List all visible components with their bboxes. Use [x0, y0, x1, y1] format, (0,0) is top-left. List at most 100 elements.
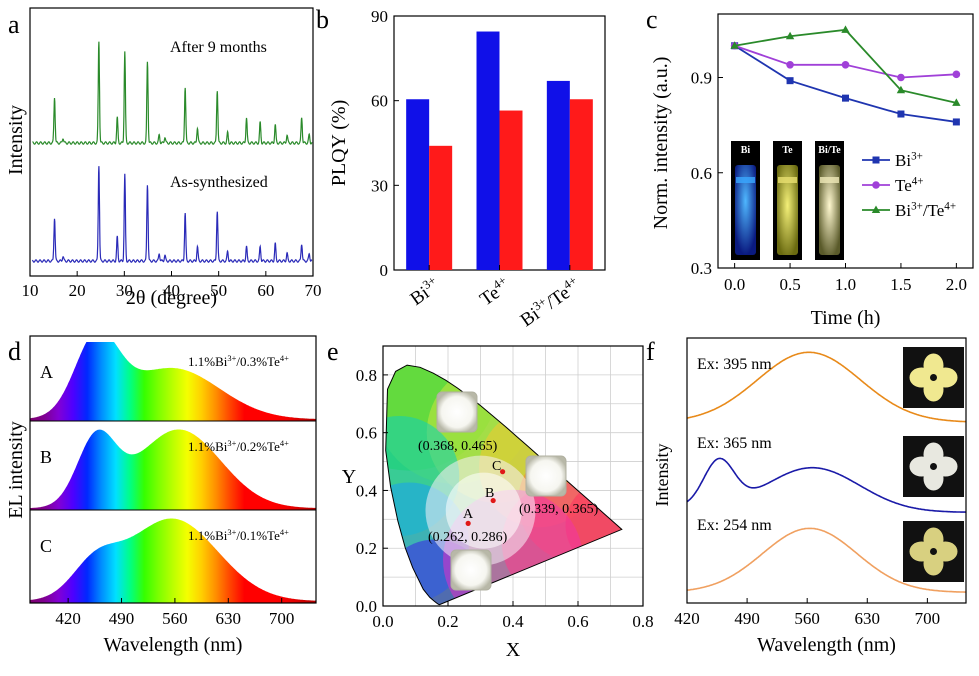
panel-e-ytick-label: 0.6: [356, 424, 377, 443]
panel-a-series-label: As-synthesized: [170, 174, 268, 191]
panel-d-xtick-label: 700: [269, 609, 295, 628]
panel-e-led-photo: [436, 391, 478, 433]
panel-c-xtick-label: 0.0: [724, 275, 745, 294]
panel-d-composition-label-part: /0.2%Te: [236, 439, 280, 454]
panel-c-vial-label: Te: [782, 145, 793, 156]
panel-e-xtick-label: 0.2: [437, 612, 458, 631]
panel-e-led-photo: [525, 455, 567, 497]
panel-a-xlabel: 2θ (degree): [126, 287, 217, 309]
panel-c-xtick-label: 0.5: [779, 275, 800, 294]
panel-a-series-0: [32, 41, 313, 145]
panel-d-series-label: A: [40, 362, 53, 382]
panel-d-series-label: C: [40, 536, 52, 556]
panel-c-marker: [841, 25, 850, 33]
panel-f-inset-lobe: [909, 541, 934, 562]
panel-e-xlabel: X: [506, 639, 521, 661]
panel-f-series-label: Ex: 254 nm: [697, 517, 772, 534]
panel-d-composition-label-part: /0.3%Te: [236, 354, 280, 369]
panel-letter-a: a: [8, 10, 20, 39]
panel-d-spectrum-A: [30, 342, 316, 421]
panel-letter-d: d: [8, 337, 21, 366]
panel-f-xlabel: Wavelength (nm): [757, 634, 896, 656]
panel-d-spectrum-C: [30, 518, 316, 603]
panel-d-xtick-label: 420: [55, 609, 81, 628]
panel-f-inset-lobe: [909, 456, 934, 477]
panel-c-xlabel: Time (h): [811, 307, 881, 329]
panel-c-legend-label-sup: 4+: [944, 201, 956, 213]
panel-c-vial-glow: [735, 165, 756, 255]
panel-c-legend-label-part: Te: [895, 176, 912, 195]
panel-e-locus-outline: [385, 364, 623, 606]
panel-b-category-label: Bi3+: [405, 273, 444, 310]
panel-f-inset-center: [930, 374, 937, 381]
panel-c-marker: [786, 77, 794, 85]
panel-e-ytick-label: 0.8: [356, 366, 377, 385]
panel-d-composition-label-sup: 4+: [280, 353, 289, 363]
panel-e-xtick-label: 0.0: [372, 612, 393, 631]
panel-f-xtick-label: 420: [674, 609, 700, 628]
panel-c-legend-label-part: Bi: [895, 151, 911, 170]
panel-d-composition-label-part: 1.1%Bi: [188, 354, 228, 369]
panel-e-point-name: B: [485, 486, 494, 501]
panel-c-legend-marker: [872, 181, 880, 189]
panel-d-composition-label: 1.1%Bi3+/0.1%Te4+: [188, 527, 289, 543]
panel-b-bar: [546, 80, 570, 271]
panel-c-xtick-label: 1.0: [835, 275, 856, 294]
panel-e-point-C: [500, 469, 506, 475]
panel-d-xlabel: Wavelength (nm): [104, 634, 243, 656]
panel-f-series-label: Ex: 365 nm: [697, 435, 772, 452]
panel-a-xtick-label: 50: [210, 281, 227, 300]
panel-c-ytick-label: 0.3: [691, 259, 712, 278]
panel-e-ytick-label: 0.4: [356, 481, 378, 500]
panel-c-marker: [897, 73, 905, 82]
panel-c-vial-label: Bi/Te: [818, 145, 841, 156]
panel-f: Ex: 395 nm Ex: 365 nm Ex: 254 nm 420 490 560 6…: [652, 337, 967, 656]
panel-a-xtick-label: 60: [257, 281, 274, 300]
panel-c-xtick-label: 1.5: [890, 275, 911, 294]
panel-c-marker: [841, 61, 850, 69]
panel-a-series-label: After 9 months: [170, 39, 267, 56]
panel-f-series-label: Ex: 395 nm: [697, 356, 772, 373]
panel-a-xtick-label: 10: [22, 281, 39, 300]
panel-c-legend-label-sup: 3+: [911, 201, 923, 213]
panel-e-point-coords: (0.368, 0.465): [418, 439, 498, 454]
panel-letter-e: e: [327, 337, 339, 366]
panel-f-series-1: [686, 457, 967, 513]
panel-d-spectrum-B: [30, 429, 316, 510]
panel-c-marker: [952, 118, 960, 126]
panel-b-ylabel: PLQY (%): [328, 100, 350, 186]
panel-c-legend-label-sup: 4+: [912, 176, 924, 188]
panel-f-xtick-label: 560: [794, 609, 820, 628]
panel-d-composition-label-sup: 3+: [227, 353, 236, 363]
panel-a-series-1: [31, 166, 313, 263]
panel-b-ytick-label: 60: [371, 92, 388, 111]
panel-f-xtick-label: 700: [915, 609, 941, 628]
panel-d-composition-label-part: 1.1%Bi: [188, 528, 228, 543]
panel-f-inset-center: [930, 548, 937, 555]
panel-d-series-label: B: [40, 447, 52, 467]
panel-d-composition-label-sup: 4+: [280, 527, 289, 537]
panel-a-xtick-label: 70: [305, 281, 322, 300]
panel-e-cie-fill: [385, 365, 622, 605]
panel-c-vial-meniscus: [820, 177, 839, 183]
panel-e-point-B: [490, 497, 496, 504]
panel-c-vial-glow: [777, 165, 798, 255]
panel-f-xtick-label: 630: [855, 609, 881, 628]
panel-letter-b: b: [316, 5, 329, 34]
panel-c-marker: [785, 31, 795, 40]
panel-letter-f: f: [646, 337, 655, 366]
panel-c-legend-marker: [871, 205, 881, 213]
panel-c-ytick-label: 0.9: [691, 69, 712, 88]
panel-b-bar: [406, 99, 430, 270]
panel-d-frame: [29, 335, 317, 604]
panel-f-inset-center: [930, 463, 937, 470]
panel-c-legend-label-sup: 3+: [911, 151, 923, 163]
panel-d-composition-label-part: /0.1%Te: [236, 528, 280, 543]
panel-b-bar: [499, 110, 523, 271]
panel-e-led-photo: [450, 549, 492, 591]
panel-c-marker: [952, 98, 961, 106]
panel-d-composition-label-sup: 3+: [227, 438, 236, 448]
panel-c-ytick-label: 0.6: [691, 164, 712, 183]
panel-e-xtick-label: 0.8: [632, 612, 653, 631]
panel-c-legend-label: Te4+: [895, 176, 924, 195]
